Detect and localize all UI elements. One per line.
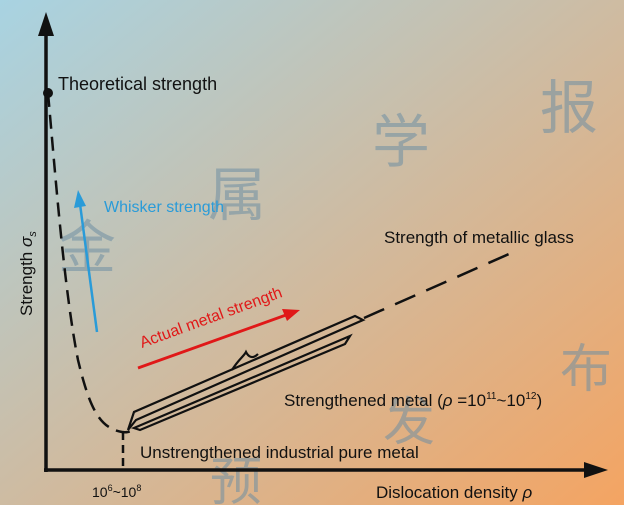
x-tick-exp2: 8 [136, 483, 141, 493]
rho-symbol: ρ [442, 391, 453, 410]
axes [38, 12, 608, 478]
watermark: 金 属 学 报 发 布 预 [58, 74, 612, 505]
y-axis-symbol: σ [17, 236, 36, 247]
band-brace [231, 349, 259, 371]
x-tick-base1: 10 [92, 484, 108, 500]
exponent-12: 12 [525, 391, 537, 402]
watermark-char: 学 [372, 108, 430, 176]
watermark-char: 预 [210, 453, 262, 505]
whisker-arrowhead [74, 190, 86, 208]
x-axis-title: Dislocation density ρ [376, 483, 532, 502]
y-axis-arrowhead [38, 12, 54, 36]
metallic-glass-dashed-line [363, 248, 519, 320]
y-axis-title-text: Strength [17, 247, 36, 316]
x-axis-title-text: Dislocation density [376, 483, 522, 502]
x-axis-arrowhead [584, 462, 608, 478]
watermark-char: 发 [383, 393, 435, 453]
actual-strength-arrow-shaft [137, 313, 287, 370]
theoretical-strength-label: Theoretical strength [58, 74, 217, 94]
watermark-char: 属 [208, 161, 266, 229]
strengthened-band-upper [126, 314, 366, 431]
strengthened-eq: =10 [453, 391, 487, 410]
strengthened-band-lower [130, 333, 353, 432]
close-paren: ) [536, 391, 542, 410]
unstrengthened-metal-label: Unstrengthened industrial pure metal [140, 443, 419, 462]
strengthened-metal-text: Strengthened metal ( [284, 391, 443, 410]
whisker-arrow-shaft [78, 203, 99, 333]
whisker-strength-label: Whisker strength [104, 199, 224, 216]
actual-strength-arrowhead [282, 309, 300, 321]
y-axis-subscript: s [27, 231, 39, 237]
tilde-ten: ~10 [496, 391, 525, 410]
x-tick-base2: ~10 [113, 484, 137, 500]
strengthened-metal-label: Strengthened metal (ρ =1011~1012) [284, 391, 542, 410]
x-axis-symbol: ρ [521, 483, 532, 502]
metallic-glass-label: Strength of metallic glass [384, 228, 574, 247]
watermark-char: 报 [540, 74, 598, 142]
y-axis-title: Strength σs [17, 231, 39, 316]
x-tick-label: 106~108 [92, 483, 141, 500]
strength-curve-dashed [46, 92, 136, 434]
x-tick-exp1: 6 [108, 483, 113, 493]
watermark-char: 布 [560, 340, 612, 400]
exponent-11: 11 [486, 391, 497, 402]
